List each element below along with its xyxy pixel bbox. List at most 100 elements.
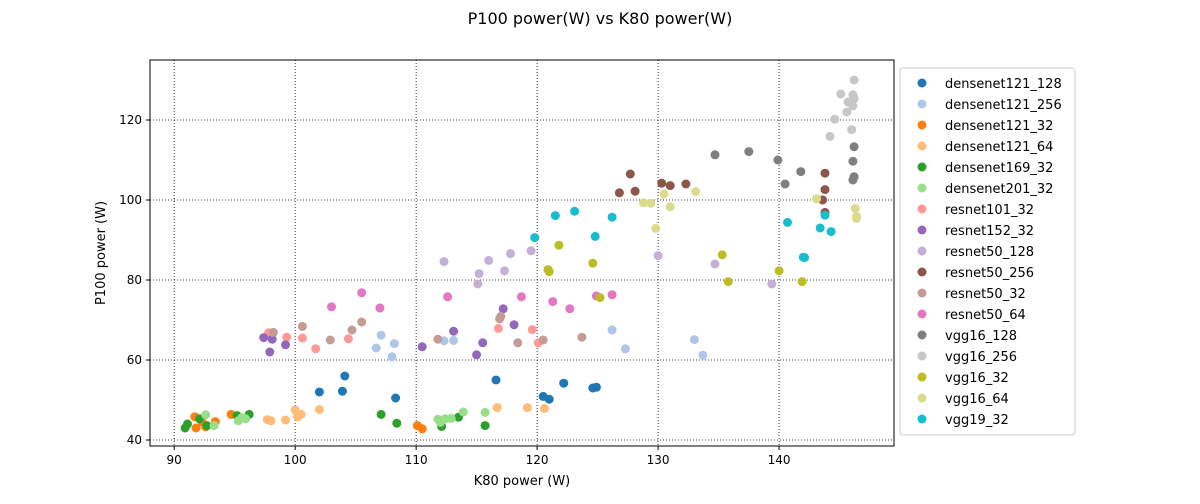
data-point: [417, 424, 427, 434]
data-point: [544, 394, 554, 404]
legend-marker: [917, 393, 927, 403]
data-point: [376, 409, 386, 419]
data-point: [297, 321, 307, 331]
legend-label: vgg16_256: [945, 350, 1017, 365]
legend-marker: [917, 162, 927, 172]
data-point: [265, 347, 275, 357]
data-point: [526, 246, 536, 256]
data-point: [281, 340, 290, 350]
data-point: [565, 304, 575, 314]
series-resnet50_256: [614, 168, 830, 217]
data-point: [241, 414, 251, 424]
data-point: [559, 378, 569, 388]
data-point: [347, 325, 357, 335]
data-point: [417, 342, 427, 352]
legend-label: resnet152_32: [945, 224, 1034, 239]
data-point: [449, 335, 459, 345]
data-point: [433, 334, 443, 344]
data-point: [646, 198, 656, 208]
data-point: [337, 386, 347, 396]
data-point: [826, 227, 836, 237]
series-vgg16_128: [710, 142, 859, 189]
data-point: [314, 405, 324, 415]
series-vgg19_32: [530, 206, 836, 263]
data-point: [183, 419, 192, 429]
data-point: [847, 125, 857, 135]
data-point: [836, 89, 846, 99]
legend-marker: [917, 141, 927, 151]
data-point: [698, 350, 708, 360]
data-point: [484, 255, 494, 265]
data-point: [191, 423, 201, 433]
x-tick-label: 90: [167, 453, 182, 467]
y-tick-label: 40: [127, 433, 142, 447]
legend-label: vgg16_128: [945, 329, 1017, 344]
data-point: [614, 188, 624, 198]
data-point: [209, 421, 219, 431]
data-point: [591, 382, 601, 392]
plot-frame: [149, 59, 895, 447]
data-point: [653, 251, 663, 261]
data-point: [458, 407, 468, 417]
legend-marker: [917, 183, 927, 193]
series-vgg16_32: [543, 240, 807, 303]
data-point: [744, 147, 754, 157]
data-point: [202, 421, 212, 431]
data-point: [800, 253, 809, 263]
data-point: [710, 150, 720, 160]
legend-marker: [917, 330, 927, 340]
axis-ticks: 90 100 110 120 130 140 40 60 80 100 120: [119, 113, 790, 467]
series-densenet121_256: [371, 325, 708, 362]
x-tick-label: 140: [768, 453, 791, 467]
data-point: [651, 223, 661, 233]
legend-label: resnet50_32: [945, 287, 1026, 302]
legend-label: resnet50_256: [945, 266, 1034, 281]
data-point: [849, 75, 859, 85]
legend-marker: [917, 372, 927, 382]
y-tick-label: 60: [127, 353, 142, 367]
legend-marker: [917, 99, 927, 109]
data-point: [590, 231, 600, 241]
series-resnet50_32: [268, 311, 587, 348]
legend-marker: [917, 351, 927, 361]
legend-label: vgg16_64: [945, 392, 1009, 407]
data-point: [665, 202, 675, 212]
data-point: [774, 266, 784, 276]
data-point: [492, 403, 502, 413]
data-point: [474, 269, 484, 279]
data-point: [539, 403, 549, 413]
y-tick-label: 120: [119, 113, 142, 127]
legend-label: vgg19_32: [945, 413, 1009, 428]
series-resnet50_128: [439, 246, 777, 289]
data-point: [681, 179, 691, 189]
legend-label: resnet50_64: [945, 308, 1026, 323]
data-point: [848, 156, 858, 166]
data-point: [509, 320, 519, 330]
data-point: [657, 178, 667, 188]
data-point: [773, 155, 783, 165]
y-axis-label: P100 power (W): [94, 201, 109, 305]
data-point: [554, 240, 564, 250]
data-point: [848, 101, 858, 111]
data-point: [343, 334, 353, 344]
data-point: [201, 410, 211, 420]
data-point: [796, 167, 806, 177]
data-point: [588, 258, 598, 268]
data-point: [797, 277, 807, 287]
legend-marker: [917, 120, 927, 130]
data-point: [506, 249, 515, 259]
data-point: [607, 290, 617, 300]
data-point: [812, 194, 822, 204]
data-point: [389, 339, 399, 349]
data-point: [620, 344, 630, 354]
legend-label: densenet121_128: [945, 77, 1062, 92]
data-point: [820, 168, 830, 178]
series-resnet50_64: [327, 288, 617, 314]
data-point: [449, 326, 459, 336]
data-point: [639, 198, 649, 208]
data-point: [311, 344, 321, 354]
data-point: [550, 211, 560, 221]
data-points: [180, 75, 861, 434]
data-point: [780, 179, 790, 189]
series-densenet169_32: [180, 409, 490, 433]
